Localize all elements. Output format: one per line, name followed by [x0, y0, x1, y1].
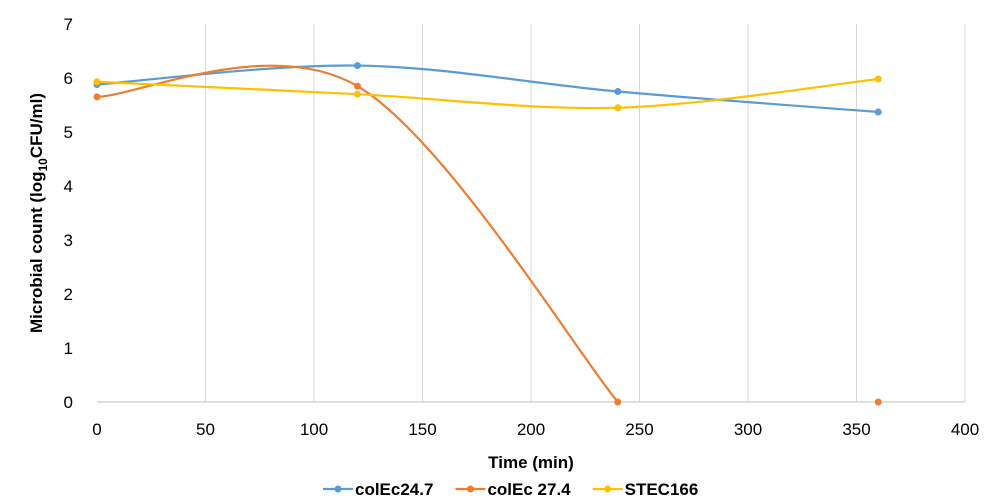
- y-axis-title-subscript: 10: [36, 158, 50, 172]
- y-tick-label: 1: [64, 339, 73, 358]
- legend: colEc24.7 colEc 27.4 STEC166: [323, 480, 698, 499]
- y-tick-label: 7: [64, 15, 73, 34]
- y-axis-title: Microbial count (log10CFU/ml): [27, 93, 50, 333]
- y-tick-label: 2: [64, 285, 73, 304]
- y-tick-label: 3: [64, 231, 73, 250]
- legend-label: colEc24.7: [355, 480, 433, 499]
- series-line-0: [96, 64, 879, 114]
- x-axis-title: Time (min): [488, 453, 574, 472]
- data-point: [874, 75, 882, 83]
- data-point: [614, 104, 622, 112]
- x-tick-label: 400: [951, 420, 979, 439]
- x-tick-label: 0: [92, 420, 101, 439]
- y-axis-title-prefix: Microbial count (log: [27, 172, 46, 334]
- y-axis-title-suffix: CFU/ml): [27, 93, 46, 158]
- legend-swatch-marker: [466, 485, 474, 493]
- x-tick-label: 50: [196, 420, 215, 439]
- legend-swatch-marker: [334, 485, 342, 493]
- data-point: [874, 108, 882, 116]
- x-tick-label: 100: [300, 420, 328, 439]
- data-point: [93, 93, 101, 101]
- legend-label: STEC166: [625, 480, 699, 499]
- x-tick-label: 200: [517, 420, 545, 439]
- gridlines: [205, 24, 966, 402]
- y-tick-label: 5: [64, 123, 73, 142]
- data-point: [614, 88, 622, 95]
- legend-item: colEc24.7: [323, 480, 433, 499]
- tick-labels: 0 50 100 150 200 250 300 350 400 0 1 2 3 4 5 6 7: [64, 15, 980, 439]
- data-point: [874, 398, 882, 406]
- x-tick-label: 300: [734, 420, 762, 439]
- data-point: [353, 62, 361, 70]
- series-lines: [93, 62, 882, 406]
- y-tick-label: 0: [64, 393, 73, 412]
- x-tick-label: 150: [408, 420, 436, 439]
- series-line-1: [96, 64, 619, 403]
- data-point: [93, 78, 101, 86]
- data-point: [353, 82, 361, 90]
- legend-item: colEc 27.4: [455, 480, 571, 499]
- legend-label: colEc 27.4: [487, 480, 571, 499]
- data-point: [353, 90, 361, 98]
- y-tick-label: 6: [64, 69, 73, 88]
- y-tick-label: 4: [64, 177, 73, 196]
- legend-swatch-marker: [604, 485, 612, 493]
- data-point: [614, 398, 622, 406]
- x-tick-label: 250: [625, 420, 653, 439]
- series-line-2: [96, 77, 879, 110]
- x-tick-label: 350: [842, 420, 870, 439]
- legend-item: STEC166: [592, 480, 699, 499]
